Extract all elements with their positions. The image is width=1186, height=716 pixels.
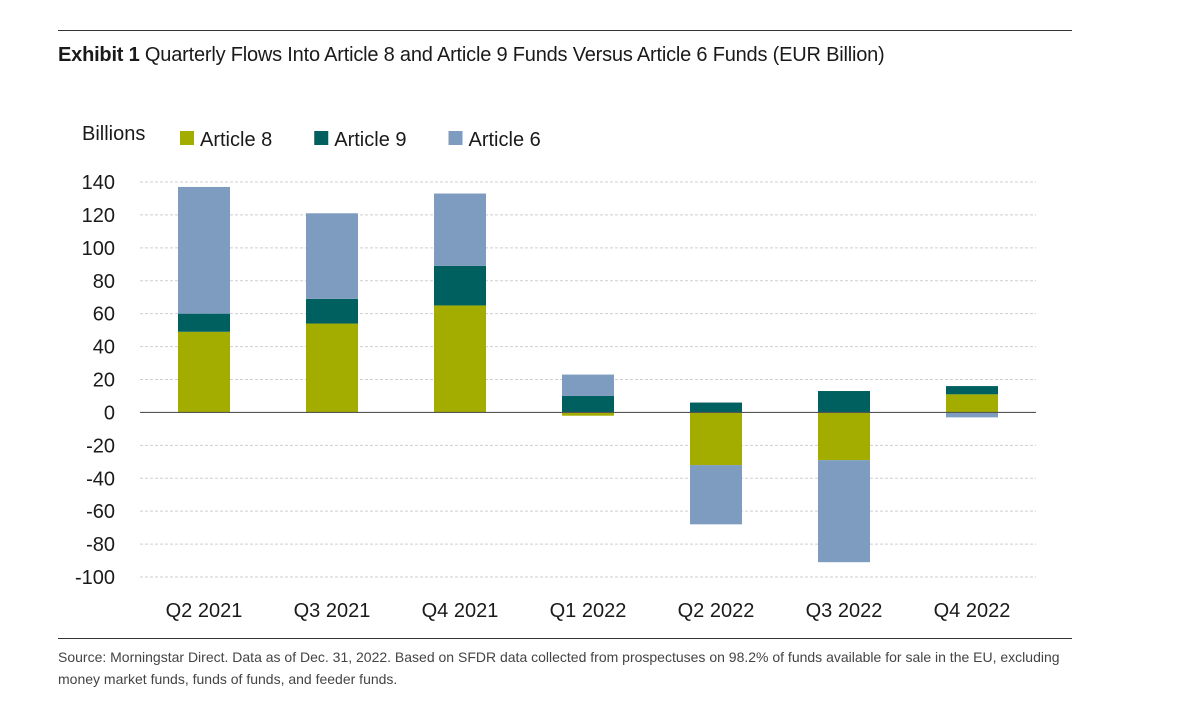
bar-segment	[818, 460, 870, 563]
bar-segment	[434, 265, 486, 306]
bar-segment	[178, 186, 230, 314]
bar-segment	[306, 298, 358, 324]
bar-segment	[946, 386, 998, 395]
bar-segment	[818, 412, 870, 461]
x-tick-label: Q4 2022	[934, 600, 1011, 622]
y-tick-label: 120	[82, 205, 115, 227]
y-tick-label: 100	[82, 238, 115, 260]
x-tick-label: Q2 2022	[678, 600, 755, 622]
bottom-rule	[58, 638, 1072, 639]
y-tick-label: -100	[75, 567, 115, 589]
x-tick-label: Q4 2021	[422, 600, 499, 622]
source-note: Source: Morningstar Direct. Data as of D…	[58, 649, 1060, 687]
bar-segment	[690, 465, 742, 525]
legend-swatch	[448, 131, 463, 145]
y-tick-label: 60	[93, 304, 115, 326]
legend-swatch	[180, 131, 194, 145]
y-tick-label: -80	[86, 534, 115, 556]
y-axis-label: Billions	[82, 123, 145, 145]
legend-label: Article 8	[200, 129, 272, 151]
x-tick-label: Q1 2022	[550, 600, 627, 622]
bar-segment	[306, 323, 358, 413]
x-tick-label: Q3 2021	[294, 600, 371, 622]
bar-segment	[178, 331, 230, 413]
x-tick-label: Q3 2022	[806, 600, 883, 622]
y-tick-label: 20	[93, 370, 115, 392]
bar-segment	[562, 374, 614, 396]
exhibit-title: Quarterly Flows Into Article 8 and Artic…	[144, 44, 885, 66]
bar-segment	[946, 394, 998, 413]
bar-segment	[690, 412, 742, 466]
exhibit-label: Exhibit 1	[58, 44, 140, 66]
y-tick-label: 80	[93, 271, 115, 293]
legend-swatch	[314, 131, 329, 145]
bar-segment	[434, 193, 486, 266]
y-tick-label: 40	[93, 337, 115, 359]
bar-segment	[946, 412, 998, 418]
bar-segment	[562, 395, 614, 413]
stacked-bar-chart: 140 120 100 80 60 40 20 0 -20 -40 -60 -80 -100 Billio…	[75, 123, 1036, 622]
y-tick-label: -60	[86, 501, 115, 523]
y-tick-label: 0	[104, 402, 115, 424]
bar-segment	[178, 313, 230, 332]
bar-segment	[306, 213, 358, 299]
bar-segment	[562, 412, 614, 416]
bar-segment	[818, 391, 870, 413]
y-tick-label: -40	[86, 468, 115, 490]
legend-label: Article 6	[469, 129, 541, 151]
bar-segment	[690, 402, 742, 413]
x-tick-label: Q2 2021	[166, 600, 243, 622]
chart-title: Exhibit 1 Quarterly Flows Into Article 8…	[58, 44, 885, 67]
top-rule	[58, 30, 1072, 31]
y-tick-label: 140	[82, 172, 115, 194]
y-tick-label: -20	[86, 435, 115, 457]
legend-label: Article 9	[334, 129, 406, 151]
bar-segment	[434, 305, 486, 413]
